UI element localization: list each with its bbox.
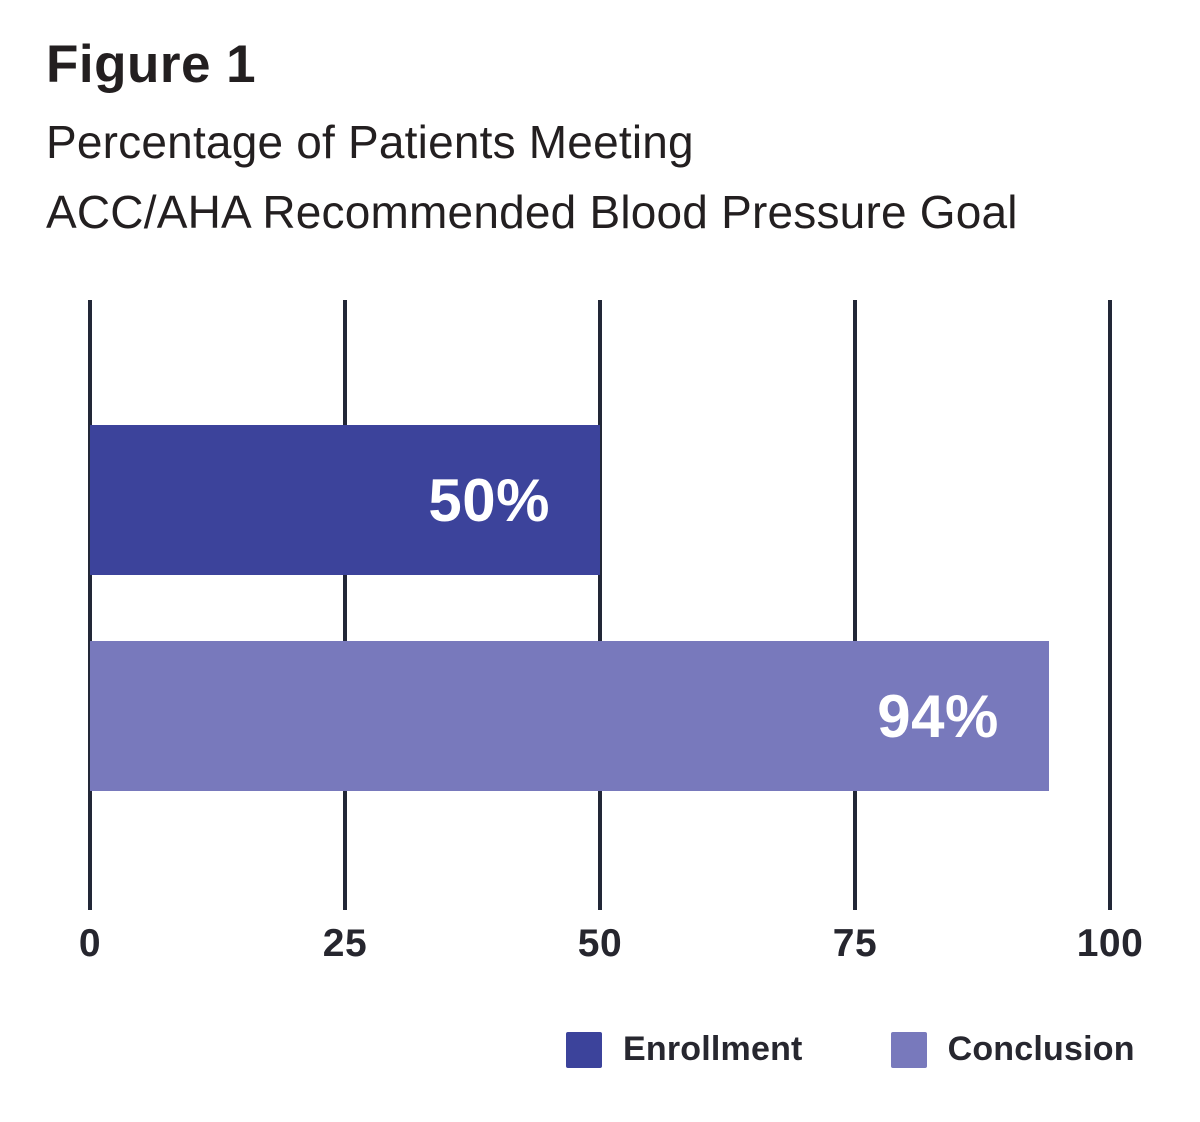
figure-title-line1: Percentage of Patients Meeting <box>46 116 694 169</box>
x-tick-0: 0 <box>78 922 102 965</box>
x-axis: 0 25 50 75 100 <box>79 922 1143 974</box>
bar-value-label-conclusion: 94% <box>877 682 999 750</box>
figure-header: Figure 1 Percentage of Patients Meeting … <box>46 35 1146 248</box>
legend-item-conclusion: Conclusion <box>890 1030 1135 1069</box>
figure-title-line2: ACC/AHA Recommended Blood Pressure Goal <box>46 186 1018 239</box>
x-tick-50: 50 <box>577 922 623 965</box>
legend: Enrollment Conclusion <box>566 1030 1135 1069</box>
gridline-25 <box>343 300 347 910</box>
legend-swatch-conclusion <box>890 1031 927 1068</box>
figure-label: Figure 1 <box>46 35 257 94</box>
x-tick-75: 75 <box>832 922 878 965</box>
legend-label-enrollment: Enrollment <box>623 1030 803 1068</box>
x-tick-25: 25 <box>322 922 368 965</box>
legend-item-enrollment: Enrollment <box>566 1030 803 1069</box>
x-tick-100: 100 <box>1076 922 1144 965</box>
gridline-50 <box>598 300 602 910</box>
gridline-0 <box>88 300 92 910</box>
bar-conclusion: 94% <box>90 641 1049 791</box>
gridline-75 <box>853 300 857 910</box>
gridline-100 <box>1108 300 1112 910</box>
bar-value-label-enrollment: 50% <box>428 466 550 534</box>
legend-swatch-enrollment <box>566 1031 602 1068</box>
legend-label-conclusion: Conclusion <box>947 1030 1135 1068</box>
bar-chart-plot-area: 50% 94% <box>88 300 1112 910</box>
bar-enrollment: 50% <box>90 425 600 575</box>
